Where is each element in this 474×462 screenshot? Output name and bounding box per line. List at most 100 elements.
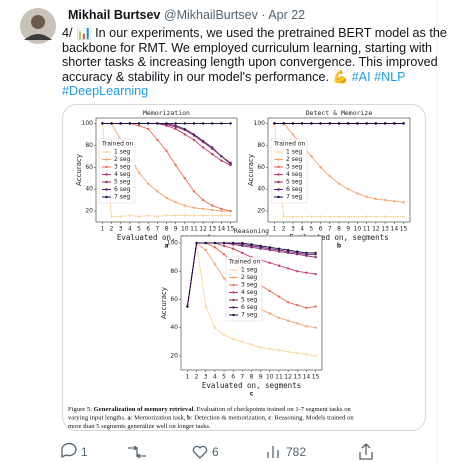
point [183,177,187,180]
point [347,187,350,191]
x-tick-label: 4 [128,226,132,233]
point [268,261,272,264]
legend-box [225,256,263,322]
x-tick-label: 12 [284,374,292,381]
point [211,204,214,207]
x-tick-label: 2 [110,226,114,233]
retweet-icon[interactable] [128,445,146,459]
action-bar: 1 6 782 [0,442,440,462]
point [211,208,214,212]
legend-marker [232,306,235,309]
point [156,122,159,125]
view-count: 782 [286,445,307,459]
hashtag[interactable]: #AI [351,69,371,84]
author-name[interactable]: Mikhail Burtsev [68,8,161,22]
legend-marker [105,195,108,199]
text-line: backbone for RMT. We employed curriculum… [62,41,442,56]
y-tick-label: 80 [170,268,178,275]
point [365,122,368,125]
like-icon[interactable] [192,445,208,459]
point [137,171,141,174]
x-tick-label: 1 [100,226,104,233]
point [201,139,205,143]
legend-marker [232,291,235,294]
point [195,241,198,245]
legend-marker [105,158,108,161]
share-icon[interactable] [359,443,373,460]
text-line: accuracy & stability in our model's perf… [62,70,442,85]
point [356,192,359,195]
point [222,333,226,336]
point [310,122,313,125]
point [183,133,187,136]
point [305,251,308,255]
legend-marker [277,150,280,154]
point [268,246,272,249]
x-tick-label: 4 [300,226,304,233]
x-tick-label: 3 [204,374,208,381]
x-tick-label: 12 [199,226,207,233]
hashtag[interactable]: #DeepLearning [62,84,149,99]
point [220,207,223,211]
legend-title: Trained on [273,141,305,148]
reply-count: 1 [81,445,88,459]
date[interactable]: Apr 22 [268,8,306,22]
point [319,215,322,218]
x-tick-label: 6 [319,226,323,233]
point [222,277,226,280]
point [204,248,207,252]
point [201,146,205,149]
text-line: shorter tasks & increasing length upon c… [62,55,442,70]
legend-marker [105,150,108,154]
legend-box [270,138,308,204]
point [211,214,214,217]
point [101,122,104,125]
caption-text: more than 5 segments generalize well on … [68,423,211,430]
point [328,215,331,218]
hashtag[interactable]: #NLP [374,69,406,84]
handle[interactable]: @MikhailBurtsev [163,8,258,22]
views-icon[interactable] [267,446,279,458]
point [268,289,272,293]
point [286,350,290,353]
legend-marker [232,298,235,302]
action-icons [61,442,373,460]
x-tick-label: 4 [213,374,217,381]
point [365,195,368,199]
point [241,340,244,343]
point [222,241,226,245]
point [383,198,387,202]
point [393,200,396,203]
reply-icon[interactable] [61,442,77,459]
point [291,122,295,125]
x-tick-label: 11 [275,374,283,381]
point [192,190,196,193]
point [347,215,350,218]
point [268,347,272,351]
legend-label: 1 seg [114,149,131,156]
caption-text: c [268,414,271,421]
point [356,122,359,125]
x-tick-label: 15 [227,226,235,233]
legend-marker [277,165,280,169]
y-tick-label: 40 [257,186,265,193]
point [110,122,113,125]
x-tick-label: 3 [119,226,123,233]
point [383,215,387,218]
legend-marker [277,173,280,176]
x-tick-label: 14 [218,226,226,233]
x-tick-label: 13 [208,226,216,233]
point [229,122,232,125]
caption-text: : Reasoning. Models trained on [271,414,354,421]
point [213,246,217,249]
point [201,198,205,202]
point [402,215,405,218]
legend-marker [105,173,108,176]
point [282,122,285,125]
x-axis-label: Evaluated on, segments [289,233,388,242]
point [186,305,189,308]
y-tick-label: 80 [85,142,93,149]
point [183,127,187,131]
x-tick-label: 10 [266,374,274,381]
